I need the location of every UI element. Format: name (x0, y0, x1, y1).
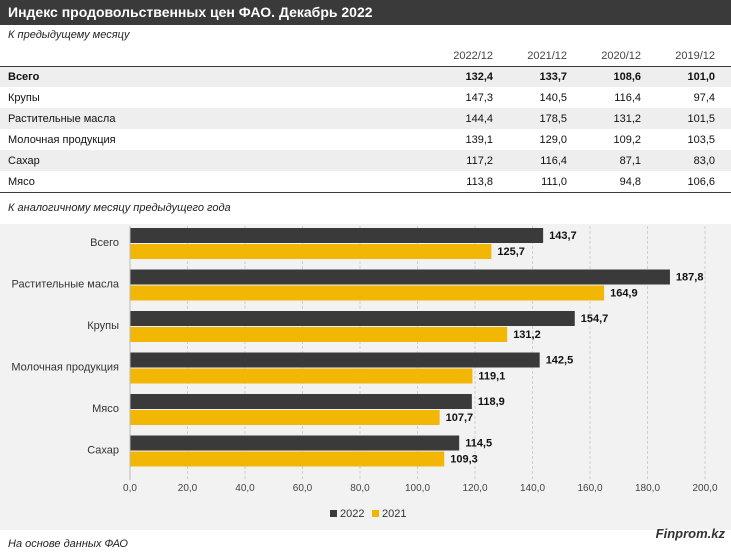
table-header-divider (0, 66, 731, 67)
cell: 101,0 (653, 66, 731, 87)
x-tick-label: 140,0 (520, 483, 545, 494)
cell: 129,0 (539, 133, 567, 146)
category-label: Мясо (92, 403, 119, 415)
table-subtitle: К предыдущему месяцу (8, 29, 130, 41)
data-label: 114,5 (465, 438, 492, 450)
data-label: 142,5 (546, 355, 574, 367)
bar-2021 (130, 451, 445, 467)
data-label: 131,2 (513, 329, 541, 341)
row-name: Молочная продукция (8, 133, 116, 146)
table-row: Крупы 147,3 140,5 116,4 97,4 (0, 87, 731, 108)
cell: 131,2 (579, 108, 653, 129)
bar-2022 (130, 311, 575, 326)
page-title: Индекс продовольственных цен ФАО. Декабр… (0, 0, 731, 25)
cell: 116,4 (505, 150, 579, 171)
table-row: Растительные масла 144,4 178,5 131,2 101… (0, 108, 731, 129)
cell: 111,0 (541, 175, 567, 188)
cell: 132,4 (433, 66, 505, 87)
table-row: Сахар 117,2 116,4 87,1 83,0 (0, 150, 731, 171)
legend-label: 2021 (382, 508, 406, 520)
legend-swatch-2021 (372, 510, 379, 517)
bar-2022 (130, 269, 670, 285)
row-name: Всего (0, 66, 433, 87)
cell: 144,4 (433, 108, 505, 129)
cell: 83,0 (653, 150, 731, 171)
data-label: 154,7 (581, 313, 609, 325)
cell: 139,1 (465, 133, 493, 146)
table-header-col: 2020/12 (601, 49, 641, 62)
cell: 97,4 (693, 91, 715, 104)
x-tick-label: 120,0 (462, 483, 487, 494)
row-name: Мясо (8, 175, 35, 188)
x-tick-label: 80,0 (350, 483, 370, 494)
cell: 101,5 (653, 108, 731, 129)
data-label: 109,3 (450, 454, 478, 466)
cell: 140,5 (539, 91, 567, 104)
category-label: Сахар (87, 445, 119, 457)
cell: 117,2 (433, 150, 505, 171)
table-header-col: 2022/12 (453, 49, 493, 62)
cell: 113,8 (466, 175, 493, 188)
category-label: Крупы (87, 320, 119, 332)
bar-2022 (130, 394, 472, 409)
cell: 133,7 (505, 66, 579, 87)
bar-2021 (130, 410, 440, 425)
data-table: 2022/12 2021/12 2020/12 2019/12 Всего 13… (0, 45, 731, 192)
category-label: Всего (90, 237, 119, 249)
data-label: 119,1 (478, 371, 505, 383)
cell: 116,4 (614, 91, 641, 104)
table-header-col: 2019/12 (675, 49, 715, 62)
row-name: Крупы (8, 91, 40, 104)
cell: 178,5 (505, 108, 579, 129)
bar-2022 (130, 435, 460, 451)
category-label: Молочная продукция (11, 362, 119, 374)
category-label: Растительные масла (12, 279, 120, 291)
legend-label: 2022 (340, 508, 364, 520)
cell: 109,2 (613, 133, 641, 146)
x-tick-label: 100,0 (405, 483, 430, 494)
table-header-name (0, 45, 433, 66)
bar-2021 (130, 327, 508, 342)
data-label: 118,9 (478, 396, 505, 408)
table-row: Всего 132,4 133,7 108,6 101,0 (0, 66, 731, 87)
bar-2022 (130, 352, 540, 368)
x-tick-label: 180,0 (635, 483, 660, 494)
cell: 87,1 (579, 150, 653, 171)
bar-2021 (130, 285, 605, 301)
data-label: 143,7 (549, 230, 577, 242)
x-tick-label: 20,0 (178, 483, 198, 494)
table-row: Молочная продукция 139,1 129,0 109,2 103… (0, 129, 731, 150)
bar-2021 (130, 368, 473, 384)
cell: 147,3 (465, 91, 493, 104)
x-tick-label: 40,0 (235, 483, 255, 494)
data-label: 107,7 (446, 412, 474, 424)
data-label: 187,8 (676, 272, 704, 284)
x-tick-label: 0,0 (123, 483, 137, 494)
cell: 106,6 (687, 175, 715, 188)
cell: 108,6 (579, 66, 653, 87)
data-label: 164,9 (610, 288, 638, 300)
x-tick-label: 160,0 (577, 483, 602, 494)
data-label: 125,7 (497, 246, 525, 258)
cell: 94,8 (619, 175, 641, 188)
brand-logo: Finprom.kz (655, 526, 725, 541)
row-name: Сахар (0, 150, 433, 171)
source-note: На основе данных ФАО (8, 538, 128, 550)
chart-subtitle: К аналогичному месяцу предыдущего года (8, 202, 231, 214)
bar-2021 (130, 244, 492, 259)
bar-chart: 0,0 20,0 40,0 60,0 80,0 100,0 120,0 140,0 160,0 1… (11, 226, 718, 520)
x-tick-label: 60,0 (293, 483, 313, 494)
x-tick-label: 200,0 (692, 483, 717, 494)
table-header-row: 2022/12 2021/12 2020/12 2019/12 (0, 45, 731, 66)
table-header-col: 2021/12 (527, 49, 567, 62)
table-row: Мясо 113,8 111,0 94,8 106,6 (0, 171, 731, 192)
bar-2022 (130, 228, 544, 243)
legend-swatch-2022 (330, 510, 337, 517)
table-bottom-divider (0, 192, 731, 193)
cell: 103,5 (687, 133, 715, 146)
row-name: Растительные масла (0, 108, 433, 129)
